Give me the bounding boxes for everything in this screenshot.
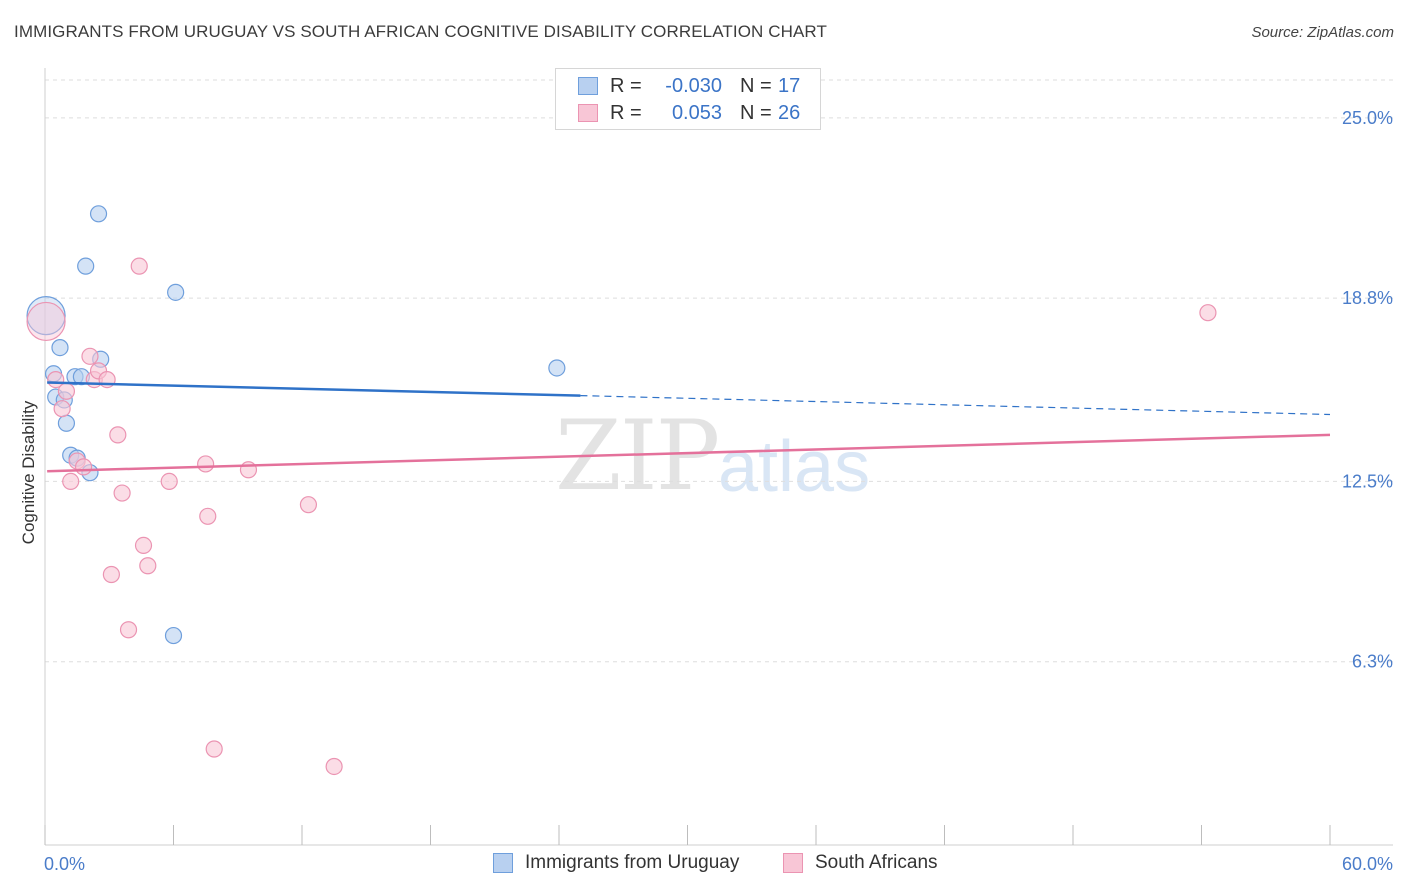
legend-swatch-south-african bbox=[578, 104, 598, 122]
legend-n-value: 17 bbox=[778, 74, 801, 97]
point-south-african bbox=[130, 257, 148, 275]
legend-n-label: N = bbox=[740, 74, 772, 97]
legend-label-south-african: South Africans bbox=[815, 852, 938, 873]
point-uruguay bbox=[77, 257, 95, 275]
point-south-african bbox=[134, 536, 153, 554]
series-legend: Immigrants from Uruguay South Africans bbox=[0, 852, 1406, 878]
legend-r-label: R = bbox=[610, 101, 642, 124]
point-south-african bbox=[197, 455, 215, 473]
point-south-african bbox=[160, 472, 178, 491]
legend-row-south-african: R = 0.053 N = 26 bbox=[578, 101, 800, 125]
legend-row-uruguay: R = -0.030 N = 17 bbox=[578, 74, 800, 98]
point-uruguay bbox=[26, 296, 66, 336]
source-credit: Source: ZipAtlas.com bbox=[1251, 24, 1394, 41]
point-south-african bbox=[74, 458, 93, 476]
legend-item-uruguay[interactable]: Immigrants from Uruguay bbox=[493, 852, 739, 874]
y-tick-label: 25.0% bbox=[1342, 108, 1393, 128]
legend-n-label: N = bbox=[740, 101, 772, 124]
y-tick-label: 12.5% bbox=[1342, 471, 1393, 491]
y-axis-title: Cognitive Disability bbox=[19, 400, 38, 544]
point-south-african bbox=[1199, 304, 1217, 322]
point-south-african bbox=[299, 496, 318, 514]
point-south-african bbox=[199, 507, 217, 525]
stats-legend: R = -0.030 N = 17 R = 0.053 N = 26 bbox=[555, 68, 821, 130]
trendline-uruguay bbox=[47, 381, 581, 397]
legend-n-value: 26 bbox=[778, 101, 801, 124]
trendline-south-african bbox=[47, 433, 1331, 473]
legend-label-uruguay: Immigrants from Uruguay bbox=[525, 852, 740, 873]
legend-swatch-uruguay bbox=[493, 853, 513, 873]
y-tick-label: 6.3% bbox=[1352, 652, 1393, 672]
chart-title: IMMIGRANTS FROM URUGUAY VS SOUTH AFRICAN… bbox=[14, 22, 827, 41]
point-south-african bbox=[109, 426, 127, 444]
point-south-african bbox=[81, 347, 99, 365]
point-uruguay bbox=[548, 359, 566, 377]
y-tick-label: 18.8% bbox=[1342, 288, 1393, 308]
x-tick-label: 0.0% bbox=[44, 854, 85, 874]
legend-item-south-african[interactable]: South Africans bbox=[783, 852, 938, 874]
trendline-uruguay-projection bbox=[580, 394, 1331, 416]
point-uruguay bbox=[164, 626, 183, 645]
point-south-african bbox=[26, 301, 66, 342]
legend-swatch-south-african bbox=[783, 853, 803, 873]
point-uruguay bbox=[89, 205, 108, 223]
legend-r-value: -0.030 bbox=[665, 74, 722, 97]
point-south-african bbox=[113, 484, 131, 502]
x-tick-label: 60.0% bbox=[1342, 854, 1393, 874]
point-south-african bbox=[119, 621, 138, 639]
point-south-african bbox=[139, 557, 157, 575]
point-south-african bbox=[102, 565, 120, 584]
legend-swatch-uruguay bbox=[578, 77, 598, 95]
point-south-african bbox=[325, 757, 343, 776]
point-uruguay bbox=[57, 414, 76, 432]
point-uruguay bbox=[51, 339, 69, 357]
point-south-african bbox=[53, 400, 71, 418]
point-south-african bbox=[57, 382, 76, 400]
point-uruguay bbox=[167, 283, 185, 301]
watermark-atlas: atlas bbox=[718, 427, 871, 507]
point-south-african bbox=[205, 740, 223, 758]
legend-r-label: R = bbox=[610, 74, 642, 97]
legend-r-value: 0.053 bbox=[671, 101, 722, 124]
point-south-african bbox=[62, 472, 80, 491]
